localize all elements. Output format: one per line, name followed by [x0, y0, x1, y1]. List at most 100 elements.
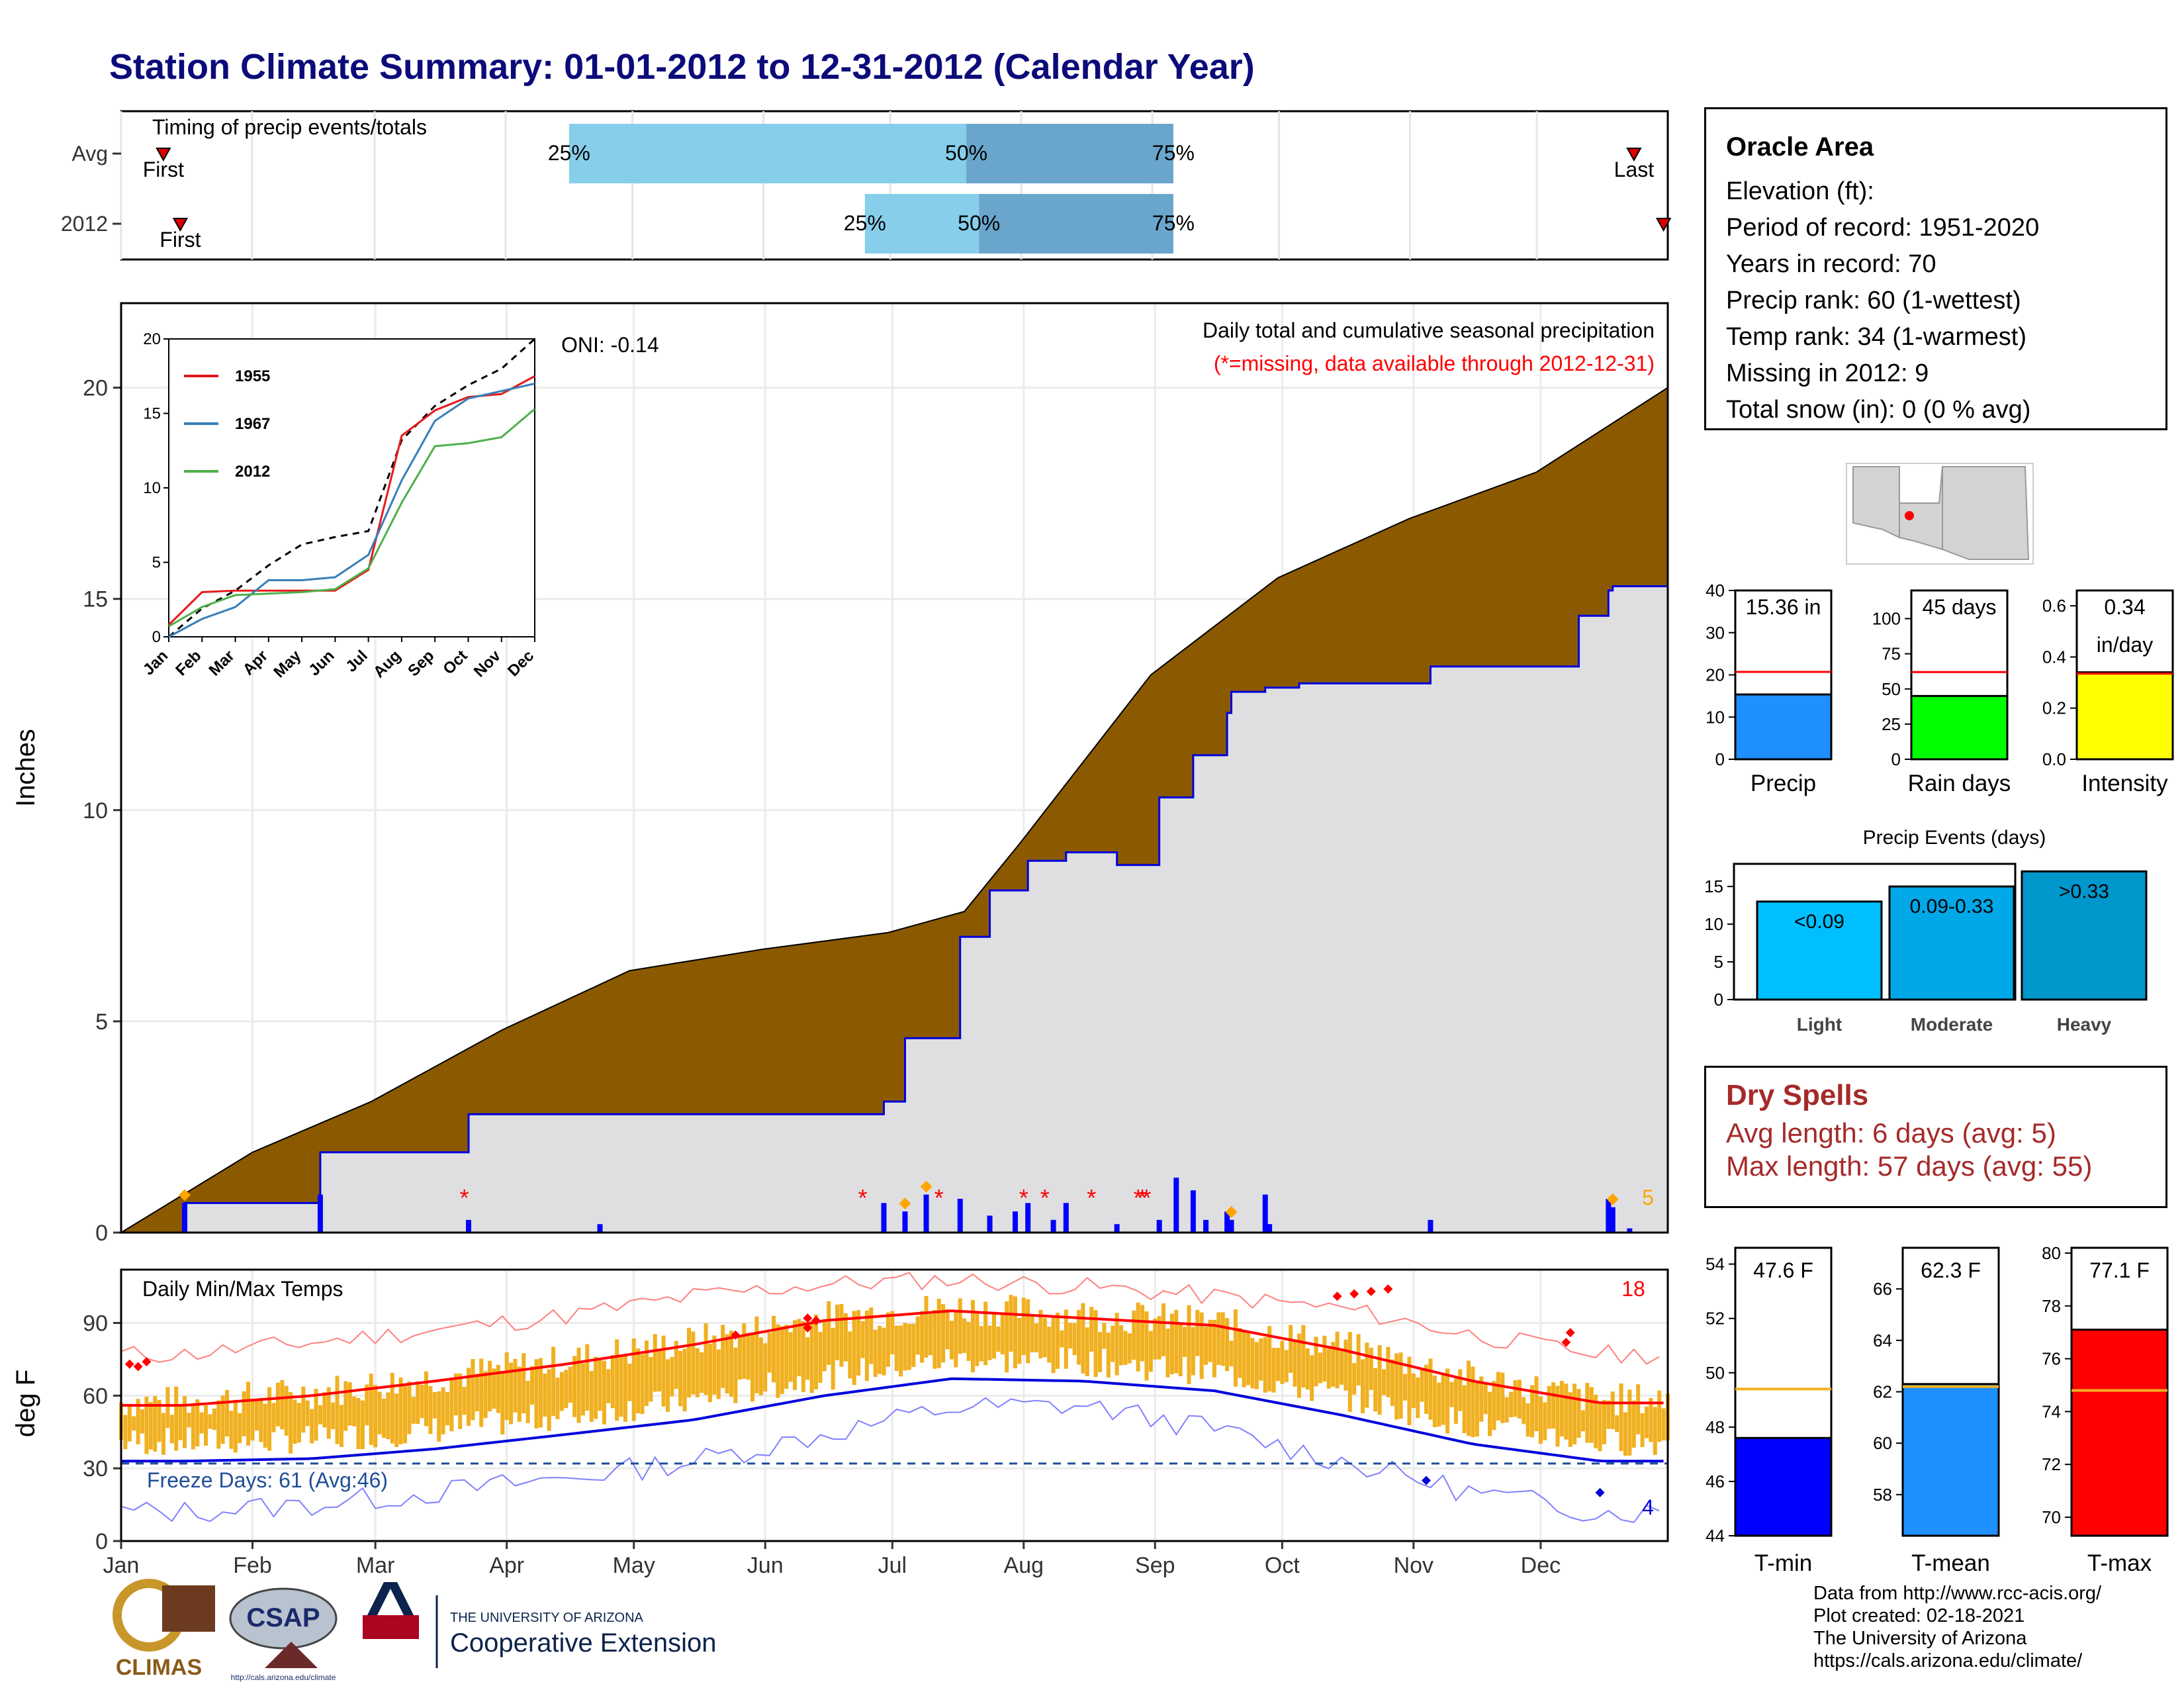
daily-temp-bar [869, 1307, 874, 1364]
daily-temp-bar [1123, 1331, 1128, 1366]
daily-temp-bar [471, 1359, 475, 1421]
summary-bar-value-unit: in/day [2097, 633, 2153, 657]
daily-temp-bar [369, 1374, 373, 1445]
summary-bar-tick-label: 0.0 [2042, 749, 2066, 769]
daily-temp-bar [1386, 1346, 1390, 1397]
daily-temp-bar [1106, 1333, 1111, 1378]
daily-temp-bar [1085, 1327, 1089, 1376]
record-low-marker [1422, 1476, 1432, 1485]
record-high-marker [1349, 1289, 1359, 1299]
daily-temp-bar [390, 1372, 394, 1444]
temp-bar-tick-label: 54 [1706, 1254, 1725, 1274]
daily-precip-bar [597, 1224, 603, 1233]
temp-bar-label: T-mean [1911, 1550, 1990, 1576]
daily-temp-bar [1064, 1309, 1068, 1369]
logos: CLIMAS CSAP http://cals.arizona.edu/climat… [113, 1579, 716, 1682]
daily-temp-bar [758, 1337, 763, 1396]
daily-temp-bar [1136, 1302, 1140, 1372]
inset-series-line [168, 408, 535, 628]
daily-temp-bar [488, 1360, 492, 1412]
daily-precip-bar [1190, 1190, 1196, 1233]
record-high-marker [1565, 1328, 1575, 1338]
month-label: Feb [233, 1553, 272, 1578]
daily-temp-bar [1026, 1299, 1030, 1364]
avg-min-line [121, 1377, 1664, 1463]
credits-line-3: The University of Arizona [1813, 1628, 2027, 1649]
timing-last-label: Last [1614, 158, 1655, 181]
daily-temp-bar [564, 1370, 569, 1409]
daily-temp-bar [174, 1386, 179, 1451]
daily-precip-bar [317, 1194, 323, 1233]
daily-temp-bar [1627, 1389, 1632, 1456]
record-high-marker [1332, 1291, 1342, 1301]
daily-temp-bar [254, 1398, 259, 1430]
missing-marker: * [934, 1184, 944, 1211]
daily-temp-bar [1483, 1382, 1488, 1415]
timing-panel: Timing of precip events/totals Avg 25% 50% 7… [61, 110, 1672, 261]
daily-temp-bar [411, 1397, 416, 1424]
daily-temp-bar [1437, 1382, 1441, 1427]
summary-bar-tick-label: 40 [1706, 581, 1725, 600]
daily-temp-bar [1093, 1310, 1098, 1378]
daily-temp-bar [229, 1411, 234, 1449]
daily-temp-bar [352, 1396, 357, 1427]
summary-bar-label: Rain days [1908, 771, 2011, 796]
daily-temp-bar [208, 1414, 212, 1429]
daily-temp-bar [890, 1311, 895, 1354]
heavy-event-marker [1225, 1205, 1238, 1218]
daily-temp-bar [513, 1358, 518, 1413]
daily-temp-bar [983, 1301, 988, 1366]
daily-temp-bar [238, 1413, 242, 1444]
daily-temp-bar [1580, 1410, 1585, 1432]
csap-logo-icon [229, 1587, 338, 1650]
daily-temp-bar [878, 1325, 882, 1374]
daily-temp-bar [522, 1353, 526, 1413]
daily-temp-bar [1208, 1319, 1212, 1362]
daily-temp-bar [530, 1366, 535, 1405]
record-max-line [120, 1272, 1660, 1365]
daily-temp-bar [148, 1401, 153, 1450]
temp-bar-tick-label: 80 [2042, 1243, 2061, 1263]
inset-frame [168, 338, 535, 637]
daily-temp-bar [1547, 1385, 1551, 1429]
daily-temp-bar [1271, 1348, 1276, 1393]
daily-temp-bar [1280, 1340, 1285, 1384]
daily-precip-bar [1606, 1198, 1612, 1233]
daily-temp-bar [1564, 1383, 1569, 1440]
month-label: Jul [878, 1553, 907, 1578]
record-high-marker [124, 1359, 134, 1369]
daily-temp-bar [547, 1369, 551, 1431]
ua-logo-icon [367, 1582, 414, 1615]
daily-precip-bar [1267, 1224, 1273, 1233]
daily-temp-bar [915, 1316, 920, 1355]
daily-temp-bar [1216, 1312, 1221, 1365]
daily-temp-bar [1373, 1368, 1378, 1412]
daily-temp-bar [991, 1311, 996, 1359]
daily-temp-bar [1204, 1327, 1208, 1365]
daily-temp-bar [1471, 1366, 1475, 1438]
temp-y-axis-label: deg F [11, 1370, 40, 1437]
daily-temp-bar [1144, 1311, 1149, 1381]
daily-temp-bar [1538, 1396, 1543, 1444]
daily-temp-bar [1242, 1331, 1246, 1387]
daily-precip-bar [902, 1211, 908, 1233]
daily-temp-bar [1030, 1315, 1034, 1352]
daily-temp-bar [1649, 1397, 1653, 1442]
daily-temp-bar [1017, 1317, 1022, 1364]
daily-temp-bar [814, 1314, 819, 1390]
daily-temp-bar [1301, 1325, 1306, 1388]
daily-temp-bar [136, 1399, 140, 1444]
events-bar [1888, 885, 2015, 1001]
daily-temp-bar [365, 1384, 369, 1426]
daily-temp-bar [1098, 1332, 1103, 1372]
timing-p75-label: 75% [1152, 141, 1195, 165]
climas-logo-icon [162, 1585, 215, 1632]
daily-temp-bar [615, 1339, 619, 1421]
daily-temp-bar [1183, 1327, 1187, 1357]
daily-temp-bar [275, 1382, 280, 1427]
daily-temp-bar [1339, 1349, 1343, 1385]
daily-temp-bar [1500, 1372, 1505, 1423]
daily-temp-bar [864, 1310, 869, 1382]
daily-temp-bar [322, 1392, 327, 1428]
daily-temp-bar [572, 1356, 577, 1417]
